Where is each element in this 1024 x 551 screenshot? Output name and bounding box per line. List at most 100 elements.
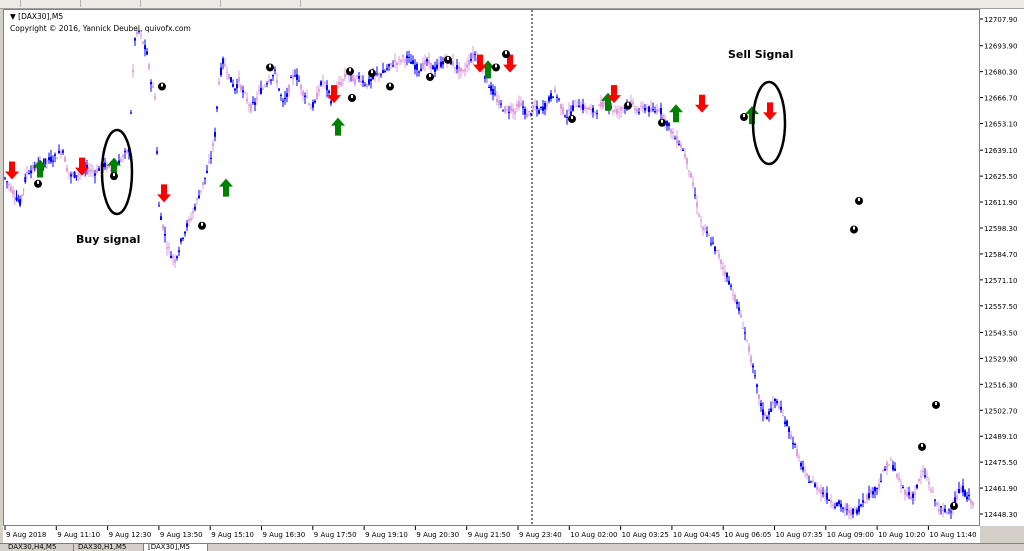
- bear-candle: [276, 79, 278, 84]
- bull-candle: [98, 168, 100, 171]
- buy-signal-annotation: Buy signal: [76, 233, 141, 246]
- signal-dot-icon: [624, 101, 632, 110]
- bull-candle: [788, 427, 790, 433]
- bear-candle: [190, 218, 192, 221]
- bull-candle: [836, 502, 838, 506]
- bull-candle: [966, 496, 968, 500]
- signal-dot-icon: [918, 442, 926, 451]
- bear-candle: [960, 487, 962, 493]
- bull-candle: [644, 107, 646, 111]
- bull-candle: [86, 164, 88, 169]
- bear-candle: [464, 69, 466, 72]
- bear-candle: [602, 100, 604, 108]
- bull-candle: [442, 61, 444, 65]
- bear-candle: [922, 470, 924, 473]
- toolbar-button[interactable]: [80, 0, 141, 7]
- bear-candle: [684, 154, 686, 158]
- bear-candle: [88, 169, 90, 173]
- bear-candle: [340, 82, 342, 86]
- bear-candle: [354, 78, 356, 85]
- bear-candle: [890, 459, 892, 461]
- bull-candle: [934, 499, 936, 501]
- bear-candle: [462, 70, 464, 72]
- sell-arrow-icon: [5, 161, 19, 180]
- tab-dax30-h1[interactable]: DAX30,H1,M5: [74, 544, 144, 551]
- bull-candle: [714, 246, 716, 252]
- buy-highlight-ellipse: [100, 128, 134, 216]
- bear-candle: [764, 412, 766, 417]
- bear-candle: [92, 171, 94, 173]
- bull-candle: [744, 332, 746, 334]
- bull-candle: [392, 65, 394, 67]
- bull-candle: [666, 121, 668, 127]
- time-axis[interactable]: 9 Aug 2018 9 Aug 11:10 9 Aug 12:30 9 Aug 13…: [3, 526, 980, 543]
- toolbar-button[interactable]: [0, 0, 21, 7]
- tab-dax30-m5[interactable]: [DAX30],M5: [144, 544, 208, 551]
- signal-dot-icon: [444, 55, 452, 64]
- sell-arrow-icon: [695, 94, 709, 113]
- bear-candle: [798, 456, 800, 458]
- bull-candle: [924, 475, 926, 477]
- bear-candle: [560, 103, 562, 109]
- bull-candle: [648, 106, 650, 113]
- bear-candle: [240, 84, 242, 91]
- price-chart[interactable]: [4, 10, 980, 526]
- bull-candle: [536, 106, 538, 110]
- bear-candle: [718, 254, 720, 258]
- bear-candle: [942, 509, 944, 512]
- bear-candle: [322, 80, 324, 82]
- bull-candle: [954, 497, 956, 503]
- bear-candle: [546, 102, 548, 107]
- bull-candle: [892, 465, 894, 470]
- time-tick-label: 10 Aug 07:35: [776, 531, 823, 539]
- bear-candle: [152, 86, 154, 88]
- bear-candle: [618, 111, 620, 113]
- bull-candle: [138, 30, 140, 32]
- bear-candle: [366, 83, 368, 88]
- bull-candle: [298, 80, 300, 82]
- bear-candle: [512, 108, 514, 112]
- price-tick-label: 12502.70: [984, 407, 1017, 415]
- bear-candle: [310, 108, 312, 110]
- bear-candle: [398, 58, 400, 60]
- bear-candle: [782, 415, 784, 417]
- bear-candle: [378, 73, 380, 76]
- toolbar-button[interactable]: [220, 0, 301, 7]
- bull-candle: [372, 75, 374, 80]
- tab-dax30-h4[interactable]: DAX30,H4,M5: [4, 544, 74, 551]
- toolbar-button[interactable]: [140, 0, 221, 7]
- time-tick-label: 9 Aug 2018: [6, 531, 46, 539]
- bear-candle: [956, 495, 958, 500]
- bear-candle: [472, 52, 474, 59]
- bull-candle: [232, 84, 234, 87]
- bear-candle: [172, 256, 174, 259]
- bull-candle: [784, 421, 786, 425]
- bull-candle: [214, 131, 216, 137]
- bear-candle: [142, 41, 144, 44]
- buy-arrow-icon: [669, 104, 683, 123]
- bear-candle: [202, 182, 204, 186]
- bull-candle: [968, 494, 970, 497]
- sell-arrow-icon: [503, 54, 517, 73]
- bull-candle: [552, 96, 554, 98]
- price-axis[interactable]: 12707.90 12693.90 12680.30 12666.70 12653.10…: [980, 9, 1024, 526]
- time-tick-label: 9 Aug 20:30: [416, 531, 459, 539]
- bull-candle: [470, 58, 472, 61]
- bull-candle: [432, 65, 434, 70]
- dropdown-triangle-icon[interactable]: ▼: [10, 12, 16, 21]
- bear-candle: [614, 110, 616, 112]
- signal-dot-icon: [502, 50, 510, 59]
- bull-candle: [62, 150, 64, 153]
- bull-candle: [808, 481, 810, 483]
- bull-candle: [654, 111, 656, 113]
- bull-candle: [24, 177, 27, 182]
- bear-candle: [424, 60, 426, 65]
- bull-candle: [570, 111, 572, 115]
- bear-candle: [746, 339, 748, 341]
- chart-area[interactable]: ▼ [DAX30],M5 Copyright © 2016, Yannick D…: [3, 9, 980, 526]
- bull-candle: [558, 98, 560, 100]
- sell-highlight-ellipse: [751, 80, 787, 166]
- bull-candle: [160, 216, 162, 221]
- toolbar-button[interactable]: [20, 0, 81, 7]
- bull-candle: [6, 181, 8, 183]
